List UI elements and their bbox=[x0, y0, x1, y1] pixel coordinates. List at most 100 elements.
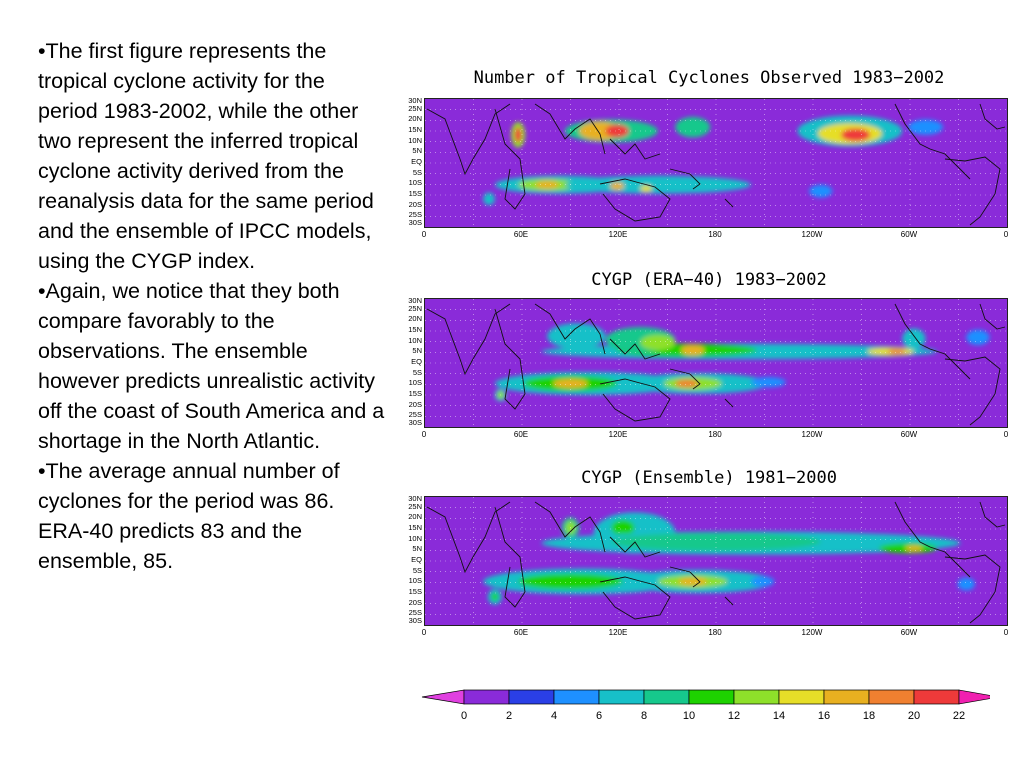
activity-region bbox=[908, 119, 943, 135]
lat-tick-label: 10N bbox=[408, 533, 422, 543]
lat-tick-label: 10S bbox=[408, 576, 422, 586]
coastlines bbox=[426, 303, 1006, 426]
activity-region bbox=[518, 573, 623, 590]
heatmap-era40 bbox=[424, 298, 1008, 428]
map-panel-ensemble: CYGP (Ensemble) 1981−2000 30N 25N 20N 15N 10… bbox=[398, 468, 1020, 648]
coastlines bbox=[426, 501, 1006, 624]
activity-region bbox=[809, 184, 833, 198]
lon-tick-label: 60E bbox=[513, 430, 529, 439]
activity-region bbox=[887, 348, 906, 355]
lat-tick-label: 25N bbox=[408, 501, 422, 511]
activity-region bbox=[750, 576, 775, 587]
activity-region bbox=[957, 577, 975, 591]
lat-tick-label: 10N bbox=[408, 335, 422, 345]
lon-tick-label: 60W bbox=[900, 628, 918, 637]
colorbar-segment bbox=[598, 689, 645, 705]
colorbar-segment bbox=[868, 689, 915, 705]
lat-tick-label: 25S bbox=[408, 210, 422, 220]
colorbar-tick-label: 10 bbox=[682, 710, 696, 722]
lat-tick-label: 15N bbox=[408, 523, 422, 532]
activity-region bbox=[564, 175, 751, 194]
color-scale-legend: 0 2 4 6 8 10 12 14 16 18 20 22 bbox=[420, 686, 1000, 726]
activity-region bbox=[640, 334, 676, 351]
activity-region bbox=[675, 116, 711, 138]
lon-tick-label: 0 bbox=[421, 230, 427, 239]
map-panel-observed: Number of Tropical Cyclones Observed 198… bbox=[398, 68, 1020, 248]
lat-tick-label: 30N bbox=[408, 494, 422, 503]
activity-region bbox=[678, 577, 708, 586]
lon-tick-label: 120W bbox=[801, 230, 823, 239]
activity-region bbox=[605, 124, 629, 138]
activity-region bbox=[675, 379, 699, 388]
colorbar-tick-label: 6 bbox=[595, 710, 603, 722]
coastlines bbox=[426, 103, 1006, 226]
colorbar-tick-label: 0 bbox=[460, 710, 468, 722]
colorbar-tick-label: 20 bbox=[907, 710, 921, 722]
heatmap-ensemble bbox=[424, 496, 1008, 626]
lon-tick-label: 0 bbox=[1003, 430, 1009, 439]
colorbar-tick-label: 8 bbox=[640, 710, 648, 722]
lat-tick-label: 15S bbox=[408, 189, 422, 198]
lon-tick-label: 120W bbox=[801, 628, 823, 637]
panel-title: CYGP (Ensemble) 1981−2000 bbox=[581, 468, 837, 488]
lat-tick-label: 20N bbox=[408, 114, 422, 124]
activity-region bbox=[547, 323, 606, 349]
lon-tick-label: 0 bbox=[1003, 628, 1009, 637]
activity-region bbox=[750, 377, 786, 388]
lon-tick-label: 60W bbox=[900, 430, 918, 439]
lat-tick-label: 20S bbox=[408, 199, 422, 209]
activity-region bbox=[902, 328, 926, 349]
lat-tick-label: 15N bbox=[408, 125, 422, 134]
lat-tick-label: 30N bbox=[408, 96, 422, 105]
lat-tick-label: 5S bbox=[412, 565, 422, 575]
bullet-1: •The first figure represents the tropica… bbox=[38, 39, 374, 273]
grid-lines bbox=[425, 99, 1007, 227]
activity-region bbox=[514, 127, 522, 143]
lat-tick-label: EQ bbox=[411, 555, 422, 564]
lat-tick-label: EQ bbox=[411, 157, 422, 166]
lon-tick-label: 60E bbox=[513, 230, 529, 239]
activity-region bbox=[841, 128, 871, 142]
lat-tick-label: 5S bbox=[412, 367, 422, 377]
lat-tick-label: 15S bbox=[408, 389, 422, 398]
heatmap-observed bbox=[424, 98, 1008, 228]
colorbar-segment bbox=[508, 689, 555, 705]
colorbar-low-arrow bbox=[421, 689, 465, 705]
colorbar-tick-label: 14 bbox=[772, 710, 786, 722]
colorbar-tick-label: 18 bbox=[862, 710, 876, 722]
activity-region bbox=[640, 185, 652, 192]
lat-tick-label: 30S bbox=[408, 616, 422, 625]
map-panel-era40: CYGP (ERA−40) 1983−2002 30N 25N 20N 15N 10N 5… bbox=[398, 270, 1020, 450]
lat-tick-label: 30S bbox=[408, 218, 422, 227]
activity-region bbox=[905, 545, 923, 551]
panel-title: CYGP (ERA−40) 1983−2002 bbox=[591, 270, 827, 290]
lon-tick-label: 180 bbox=[708, 230, 722, 239]
lon-tick-label: 60W bbox=[900, 230, 918, 239]
lat-tick-label: 20N bbox=[408, 314, 422, 324]
colorbar-high-arrow bbox=[958, 689, 1000, 705]
lat-tick-label: 30N bbox=[408, 296, 422, 305]
activity-region bbox=[611, 520, 635, 536]
lat-tick-label: EQ bbox=[411, 357, 422, 366]
activity-region bbox=[681, 345, 705, 356]
lat-tick-label: 15N bbox=[408, 325, 422, 334]
lat-tick-label: 5N bbox=[412, 346, 422, 356]
colorbar-tick-label: 4 bbox=[550, 710, 558, 722]
bullet-text: •The first figure represents the tropica… bbox=[38, 36, 388, 576]
colorbar-segment bbox=[913, 689, 960, 705]
lat-tick-label: 25N bbox=[408, 303, 422, 313]
lat-tick-label: 25S bbox=[408, 410, 422, 420]
lat-tick-label: 10S bbox=[408, 378, 422, 388]
colorbar-segment bbox=[463, 689, 510, 705]
lon-tick-label: 180 bbox=[708, 430, 722, 439]
activity-region bbox=[611, 532, 821, 551]
activity-region bbox=[491, 593, 499, 601]
colorbar-segment bbox=[778, 689, 825, 705]
lon-tick-label: 0 bbox=[1003, 230, 1009, 239]
colorbar-tick-label: 16 bbox=[817, 710, 831, 722]
lon-tick-label: 60E bbox=[513, 628, 529, 637]
bullet-2: •Again, we notice that they both compare… bbox=[38, 279, 385, 453]
lon-tick-label: 120W bbox=[801, 430, 823, 439]
activity-region bbox=[553, 379, 588, 388]
colorbar-segment bbox=[553, 689, 600, 705]
